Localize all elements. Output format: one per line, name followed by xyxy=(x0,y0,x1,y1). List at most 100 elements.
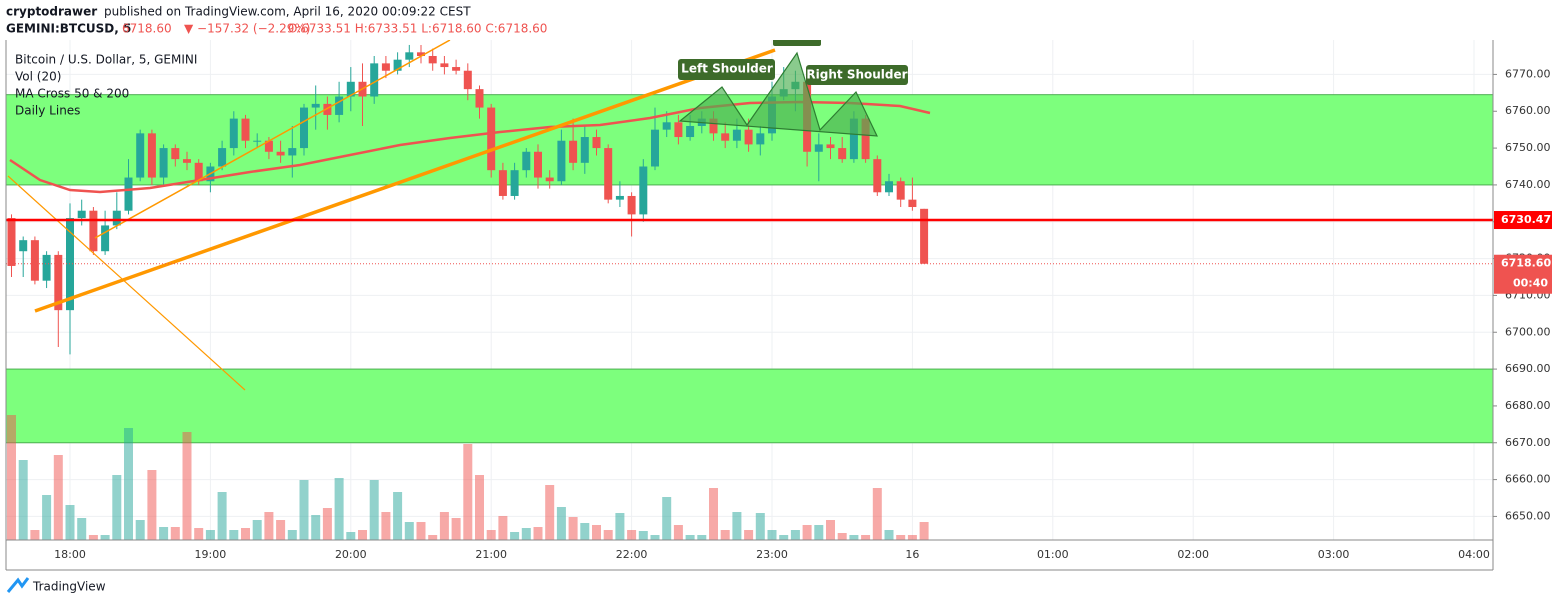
x-tick-label: 22:00 xyxy=(616,548,648,561)
candle-body xyxy=(440,63,449,68)
annotation: Right Shoulder xyxy=(806,68,907,82)
zone xyxy=(5,368,1493,444)
volume-bar xyxy=(112,475,122,540)
volume-bar xyxy=(709,488,718,540)
volume-bar xyxy=(673,525,683,540)
candle-body xyxy=(159,148,168,178)
candle-body xyxy=(171,148,180,160)
x-tick-label: 20:00 xyxy=(335,548,367,561)
volume-bar xyxy=(849,535,859,540)
candle-body xyxy=(452,67,461,71)
candle-body xyxy=(908,199,917,208)
brand: TradingView xyxy=(32,580,106,594)
candle-body xyxy=(662,122,671,130)
candle-body xyxy=(686,125,695,138)
volume-bar xyxy=(159,527,169,540)
y-tick-label: 6650.00 xyxy=(1505,509,1551,522)
price: 6718.60 xyxy=(122,22,172,36)
volume-bar xyxy=(627,530,637,540)
candle-body xyxy=(651,129,659,167)
candle-body xyxy=(30,240,39,281)
volume-bar xyxy=(814,525,824,540)
y-tick-label: 6740.00 xyxy=(1505,178,1551,191)
volume-bar xyxy=(276,520,286,540)
candle-body xyxy=(218,148,227,167)
head-shoulders-pattern xyxy=(678,51,878,137)
candle-body xyxy=(428,55,437,64)
candle-body xyxy=(674,122,683,138)
volume-bar xyxy=(264,512,274,540)
candle-body xyxy=(147,133,156,178)
candle-body xyxy=(498,170,507,196)
volume-bar xyxy=(720,530,730,540)
volume-bar xyxy=(217,492,227,540)
symbol: GEMINI:BTCUSD, 5 xyxy=(6,22,131,36)
volume-bar xyxy=(533,527,543,540)
price-tag-label: 6718.60 xyxy=(1501,257,1551,270)
candle-body xyxy=(417,52,425,56)
candle-body xyxy=(814,144,823,152)
volume-bar xyxy=(393,492,403,540)
candle-body xyxy=(639,166,648,215)
candle-body xyxy=(487,107,496,171)
candle-body xyxy=(253,140,262,142)
candle-body xyxy=(183,159,191,163)
x-tick-label: 16 xyxy=(905,548,919,561)
ohlc: O:6733.51 H:6733.51 L:6718.60 C:6718.60 xyxy=(288,22,547,36)
candle-body xyxy=(557,140,566,182)
candle-body xyxy=(920,208,929,264)
volume-bar xyxy=(896,535,906,540)
candle-body xyxy=(229,118,238,149)
volume-bar xyxy=(252,520,262,540)
candle-body xyxy=(721,133,730,141)
volume-bar xyxy=(346,532,356,540)
trend-line xyxy=(7,175,246,391)
y-tick-label: 6700.00 xyxy=(1505,325,1551,338)
candle-body xyxy=(615,195,624,200)
volume-bar xyxy=(767,530,777,540)
volume-bar xyxy=(884,530,894,540)
y-tick-label: 6770.00 xyxy=(1505,67,1551,80)
candle-body xyxy=(7,218,16,266)
volume-bar xyxy=(7,415,16,540)
candle-body xyxy=(381,63,390,71)
candle-body xyxy=(89,210,98,252)
candle-body xyxy=(592,137,601,149)
volume-bar xyxy=(650,535,660,540)
label-box xyxy=(678,59,775,80)
candle-body xyxy=(744,129,753,145)
price-tag xyxy=(1494,211,1552,230)
candle-body xyxy=(124,177,133,211)
countdown: 00:40 xyxy=(1513,277,1548,290)
candle-body xyxy=(241,118,250,141)
volume-bar xyxy=(779,535,789,540)
volume-bar xyxy=(568,517,578,540)
candle-body xyxy=(370,63,379,97)
volume-bar xyxy=(381,512,391,540)
volume-bar xyxy=(638,531,648,540)
volume-bar xyxy=(30,530,40,540)
price-tag xyxy=(1494,254,1552,294)
candle-body xyxy=(569,140,578,163)
volume-bar xyxy=(358,530,367,540)
candle-body xyxy=(580,137,589,163)
x-tick-label: 23:00 xyxy=(756,548,788,561)
candle-body xyxy=(300,107,308,149)
candle-body xyxy=(826,144,835,149)
legend-item: MA Cross 50 & 200 xyxy=(15,87,129,101)
volume-bar xyxy=(919,522,929,540)
candle-body xyxy=(335,96,344,115)
volume-bar xyxy=(592,525,601,540)
y-tick-label: 6670.00 xyxy=(1505,436,1551,449)
volume-bar xyxy=(205,530,215,540)
volume-bar xyxy=(790,530,800,540)
volume-bar xyxy=(744,530,754,540)
y-tick-label: 6760.00 xyxy=(1505,104,1551,117)
candle-body xyxy=(627,195,636,215)
volume-bar xyxy=(826,520,835,540)
published: published on TradingView.com, April 16, … xyxy=(104,5,471,19)
x-tick-label: 03:00 xyxy=(1318,548,1350,561)
volume-bar xyxy=(556,507,566,540)
candle-body xyxy=(861,118,870,160)
